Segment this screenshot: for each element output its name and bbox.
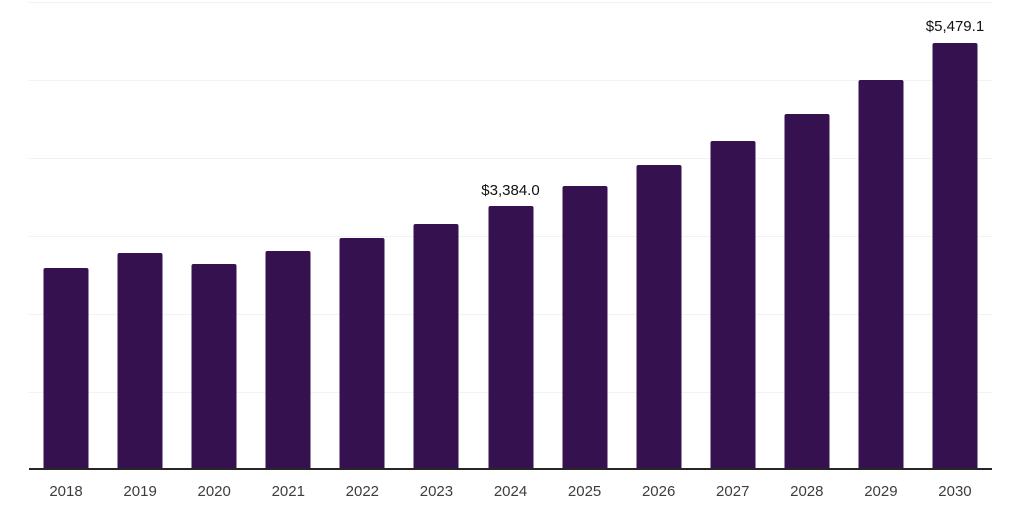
bar-2030[interactable] (932, 42, 978, 470)
x-tick-label-2025: 2025 (567, 483, 602, 500)
data-label-2024: $3,384.0 (481, 181, 540, 199)
bar-2027[interactable] (710, 141, 756, 470)
x-tick-label-2019: 2019 (123, 483, 157, 500)
x-tick-label-2030: 2030 (938, 483, 972, 500)
bar-2019[interactable] (117, 253, 163, 470)
bar-2029[interactable] (858, 80, 904, 470)
bar-2026[interactable] (636, 165, 682, 470)
bar-2025[interactable] (562, 186, 608, 470)
data-label-2030: $5,479.1 (925, 18, 985, 36)
bar-2023[interactable] (413, 223, 459, 470)
x-tick-label-2020: 2020 (197, 483, 231, 500)
bars-container: $3,384.0 $5,479.1 (29, 2, 992, 470)
band-2018 (29, 2, 103, 470)
bar-2022[interactable] (339, 237, 385, 470)
gridline-5000 (29, 79, 992, 81)
band-2029 (844, 2, 918, 470)
bar-2018[interactable] (43, 267, 89, 470)
band-2022 (325, 2, 399, 470)
band-2021 (251, 2, 325, 470)
band-2027 (696, 2, 770, 470)
x-tick-label-2022: 2022 (345, 483, 380, 500)
band-2024: $3,384.0 (473, 2, 547, 470)
x-tick-label-2026: 2026 (641, 483, 676, 500)
band-2023 (399, 2, 473, 470)
bar-2024[interactable] (488, 206, 533, 470)
x-tick-label-2018: 2018 (49, 483, 83, 500)
x-tick-label-2028: 2028 (790, 483, 824, 500)
x-tick-label-2029: 2029 (864, 483, 898, 500)
x-axis-line (29, 468, 992, 470)
x-tick-label-2023: 2023 (419, 483, 454, 500)
bar-2028[interactable] (784, 113, 830, 470)
band-2020 (177, 2, 251, 470)
gridline-4000 (29, 157, 992, 159)
gridline-6000 (29, 2, 992, 3)
x-tick-label-2024: 2024 (493, 483, 528, 500)
bar-2020[interactable] (191, 263, 237, 470)
band-2030: $5,479.1 (918, 2, 992, 470)
x-axis-labels: 2018 2019 2020 2021 2022 2023 2024 2025 2026 2027… (29, 472, 992, 500)
band-2019 (103, 2, 177, 470)
x-tick-label-2021: 2021 (271, 483, 305, 500)
plot-area: $3,384.0 $5,479.1 (29, 2, 992, 470)
band-2028 (770, 2, 844, 470)
bar-2021[interactable] (265, 250, 311, 470)
x-tick-label-2027: 2027 (716, 483, 750, 500)
band-2025 (548, 2, 622, 470)
band-2026 (622, 2, 696, 470)
